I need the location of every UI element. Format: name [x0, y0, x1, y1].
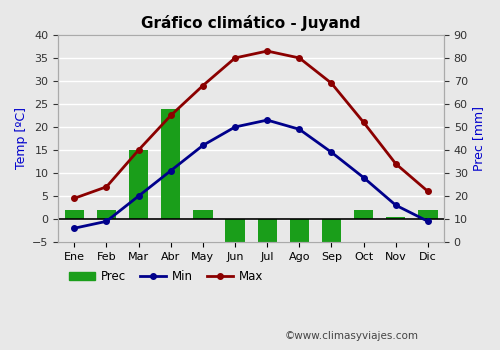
Bar: [322, 219, 341, 242]
Bar: [386, 217, 406, 219]
Line: Max: Max: [72, 48, 430, 201]
Max: [72, 196, 78, 201]
Max: [104, 185, 110, 189]
Bar: [64, 210, 84, 219]
Min: [328, 150, 334, 154]
Min: [425, 219, 431, 223]
Max: [425, 189, 431, 194]
Min: [72, 226, 78, 230]
Min: [200, 143, 206, 147]
Min: [296, 127, 302, 131]
Max: [264, 49, 270, 53]
Max: [296, 56, 302, 60]
Bar: [97, 210, 116, 219]
Bar: [354, 210, 374, 219]
Legend: Prec, Min, Max: Prec, Min, Max: [64, 265, 268, 288]
Min: [393, 203, 399, 207]
Max: [232, 56, 238, 60]
Text: ©www.climasyviajes.com: ©www.climasyviajes.com: [285, 331, 419, 341]
Bar: [226, 219, 244, 242]
Min: [360, 175, 366, 180]
Bar: [418, 210, 438, 219]
Bar: [129, 150, 148, 219]
Max: [200, 83, 206, 88]
Min: [104, 219, 110, 223]
Max: [393, 162, 399, 166]
Min: [168, 169, 174, 173]
Line: Min: Min: [72, 117, 430, 231]
Min: [232, 125, 238, 129]
Max: [360, 120, 366, 125]
Max: [136, 148, 141, 152]
Max: [328, 81, 334, 85]
Bar: [258, 219, 277, 242]
Max: [168, 113, 174, 118]
Min: [264, 118, 270, 122]
Bar: [290, 219, 309, 242]
Title: Gráfico climático - Juyand: Gráfico climático - Juyand: [142, 15, 361, 31]
Min: [136, 194, 141, 198]
Y-axis label: Temp [ºC]: Temp [ºC]: [15, 107, 28, 169]
Bar: [194, 210, 212, 219]
Y-axis label: Prec [mm]: Prec [mm]: [472, 106, 485, 171]
Bar: [161, 108, 180, 219]
